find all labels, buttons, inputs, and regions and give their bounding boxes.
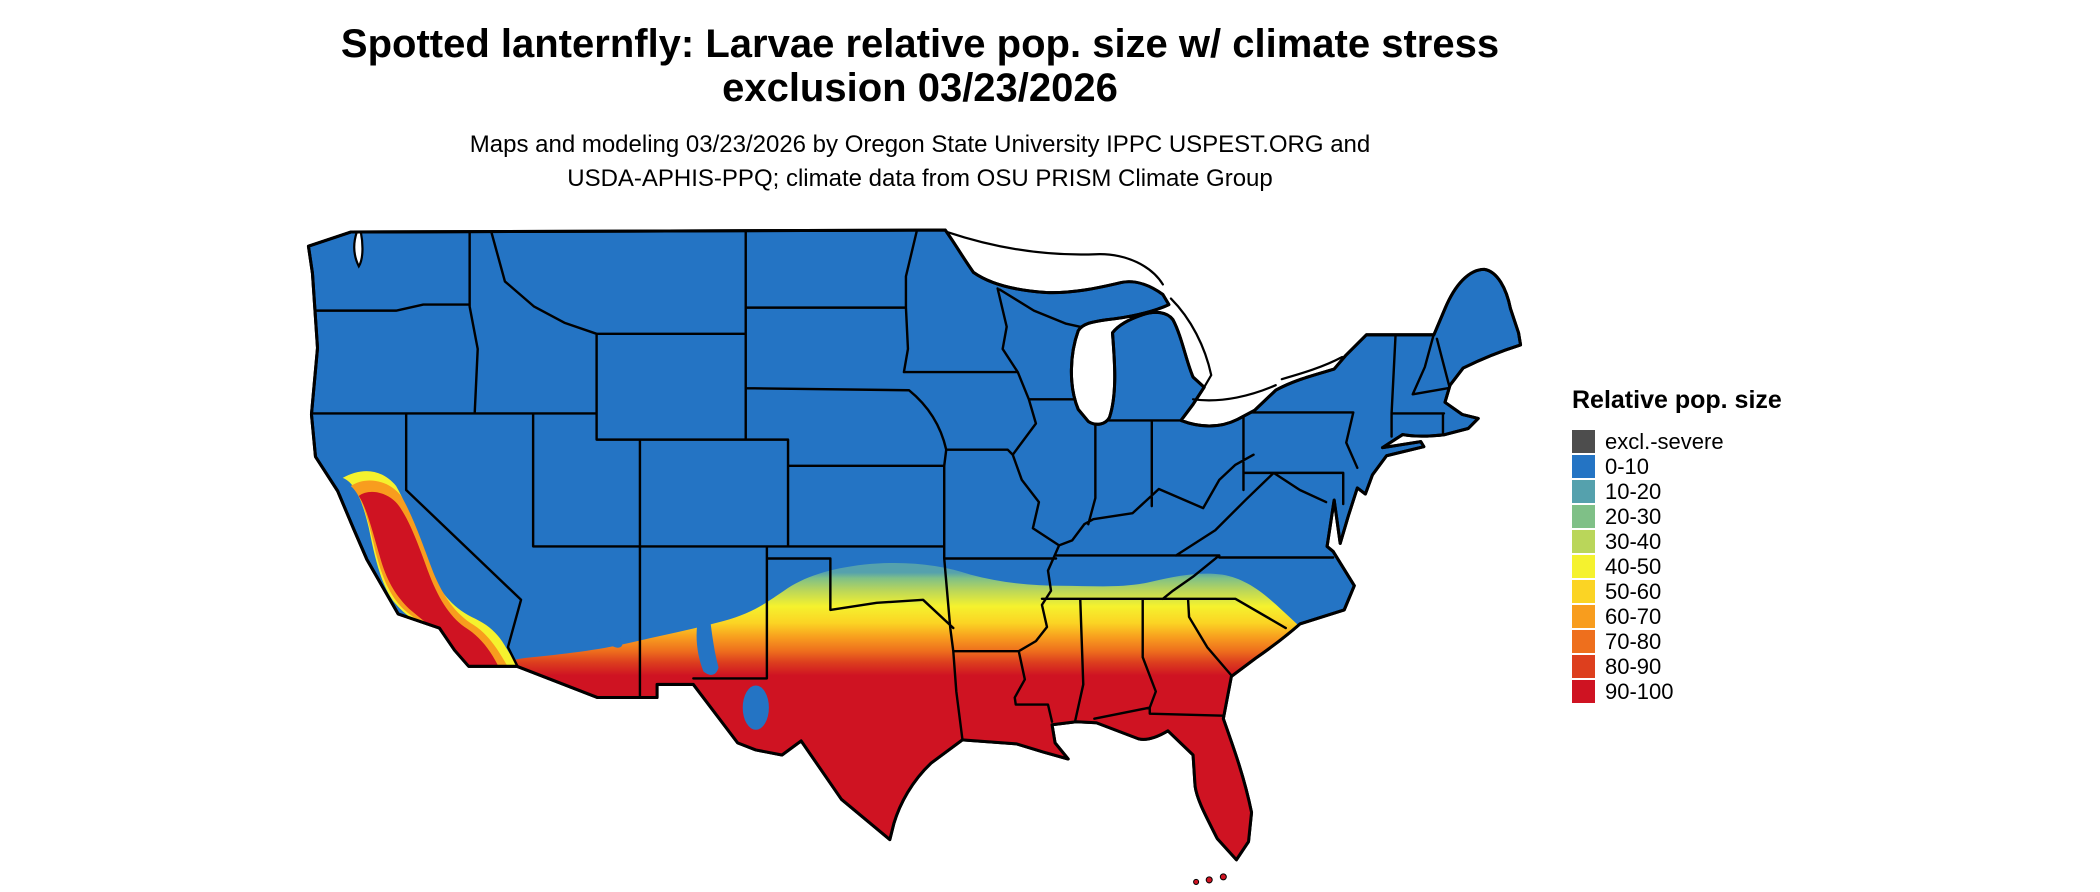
titles-block: Spotted lanternfly: Larvae relative pop.…	[0, 22, 1840, 196]
lake-erie-boundary	[1191, 384, 1277, 402]
legend-label: 10-20	[1605, 479, 1662, 504]
newmexico-highlands-patch	[696, 612, 719, 675]
legend-item: 80-90	[1572, 654, 1872, 679]
us-map-container	[300, 226, 1530, 891]
legend-item: 60-70	[1572, 604, 1872, 629]
legend-swatch	[1572, 655, 1595, 678]
lake-ontario-boundary	[1280, 355, 1344, 381]
arizona-highlands-patch	[570, 608, 623, 648]
legend-item: 20-30	[1572, 504, 1872, 529]
legend-label: 0-10	[1605, 454, 1650, 479]
legend-label: 50-60	[1605, 579, 1662, 604]
map-title-line2: exclusion 03/23/2026	[722, 66, 1118, 110]
legend-swatch	[1572, 430, 1595, 453]
map-subtitle-line1: Maps and modeling 03/23/2026 by Oregon S…	[469, 131, 1371, 158]
legend-label: 60-70	[1605, 604, 1662, 629]
legend-title: Relative pop. size	[1572, 386, 1782, 414]
legend-item: excl.-severe	[1572, 429, 1872, 454]
legend-swatch	[1572, 555, 1595, 578]
map-subtitle: Maps and modeling 03/23/2026 by Oregon S…	[0, 128, 1840, 196]
map-subtitle-line2: USDA-APHIS-PPQ; climate data from OSU PR…	[567, 165, 1273, 192]
legend-swatch	[1572, 530, 1595, 553]
legend-swatch	[1572, 455, 1595, 478]
legend: Relative pop. size excl.-severe 0-10 10-20…	[1572, 386, 1872, 704]
lake-superior-boundary	[946, 230, 1164, 286]
legend-item: 70-80	[1572, 629, 1872, 654]
florida-keys-dot	[1205, 876, 1213, 884]
us-map	[306, 228, 1523, 885]
lake-huron-boundary	[1169, 297, 1213, 389]
legend-swatch	[1572, 605, 1595, 628]
legend-label: 90-100	[1605, 679, 1674, 704]
map-title-line1: Spotted lanternfly: Larvae relative pop.…	[340, 22, 1500, 66]
state-borders	[310, 230, 1451, 741]
legend-swatch	[1572, 505, 1595, 528]
legend-item: 30-40	[1572, 529, 1872, 554]
texas-bigbend-patch	[742, 685, 769, 730]
legend-item: 0-10	[1572, 454, 1872, 479]
california-red-core	[358, 491, 498, 666]
legend-item: 40-50	[1572, 554, 1872, 579]
legend-label: 20-30	[1605, 504, 1662, 529]
florida-keys-dot	[1193, 878, 1200, 885]
legend-swatch	[1572, 680, 1595, 703]
legend-label: 70-80	[1605, 629, 1662, 654]
legend-label: 40-50	[1605, 554, 1662, 579]
florida-keys-dot	[1219, 873, 1227, 881]
legend-label: excl.-severe	[1605, 429, 1724, 454]
puget-sound	[353, 230, 364, 269]
legend-swatch	[1572, 630, 1595, 653]
legend-label: 80-90	[1605, 654, 1662, 679]
legend-item: 10-20	[1572, 479, 1872, 504]
legend-items: excl.-severe 0-10 10-20 20-30 30-40 40-50 50-6…	[1572, 429, 1872, 704]
legend-swatch	[1572, 580, 1595, 603]
legend-item: 50-60	[1572, 579, 1872, 604]
legend-label: 30-40	[1605, 529, 1662, 554]
legend-swatch	[1572, 480, 1595, 503]
legend-item: 90-100	[1572, 679, 1872, 704]
